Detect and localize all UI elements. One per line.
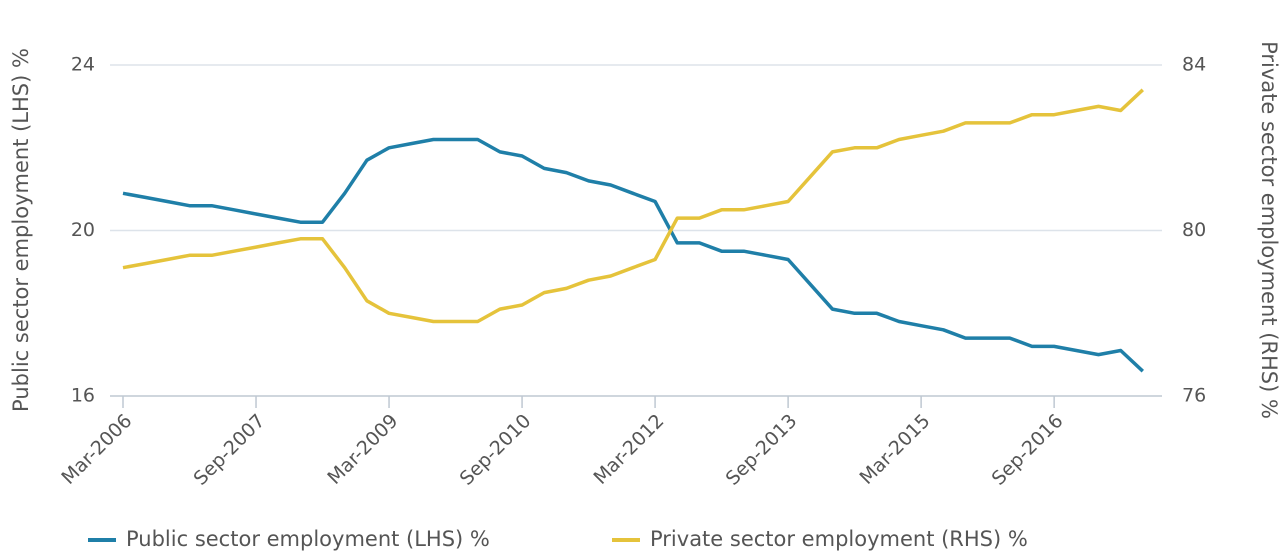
y2-tick-label: 84 <box>1182 54 1206 76</box>
x-tick-label: Mar-2012 <box>589 410 668 489</box>
x-tick-label: Sep-2016 <box>988 410 1068 490</box>
y2-axis-title: Private sector employment (RHS) % <box>1257 41 1281 419</box>
legend-label: Private sector employment (RHS) % <box>650 527 1028 551</box>
x-tick-label: Sep-2013 <box>722 410 802 490</box>
y-tick-label: 16 <box>71 385 95 407</box>
x-tick-label: Sep-2007 <box>190 410 270 490</box>
series-line <box>122 88 1144 324</box>
y2-tick-label: 80 <box>1182 219 1206 241</box>
y-tick-label: 24 <box>71 54 95 76</box>
x-tick-label: Mar-2015 <box>855 410 934 489</box>
y2-tick-label: 76 <box>1182 385 1206 407</box>
series-line <box>122 137 1144 373</box>
y-axis-title: Public sector employment (LHS) % <box>9 48 33 412</box>
y-tick-label: 20 <box>71 219 95 241</box>
x-tick-label: Mar-2009 <box>323 410 402 489</box>
x-tick-label: Mar-2006 <box>57 410 136 489</box>
legend-label: Public sector employment (LHS) % <box>126 527 490 551</box>
x-tick-label: Sep-2010 <box>456 410 536 490</box>
